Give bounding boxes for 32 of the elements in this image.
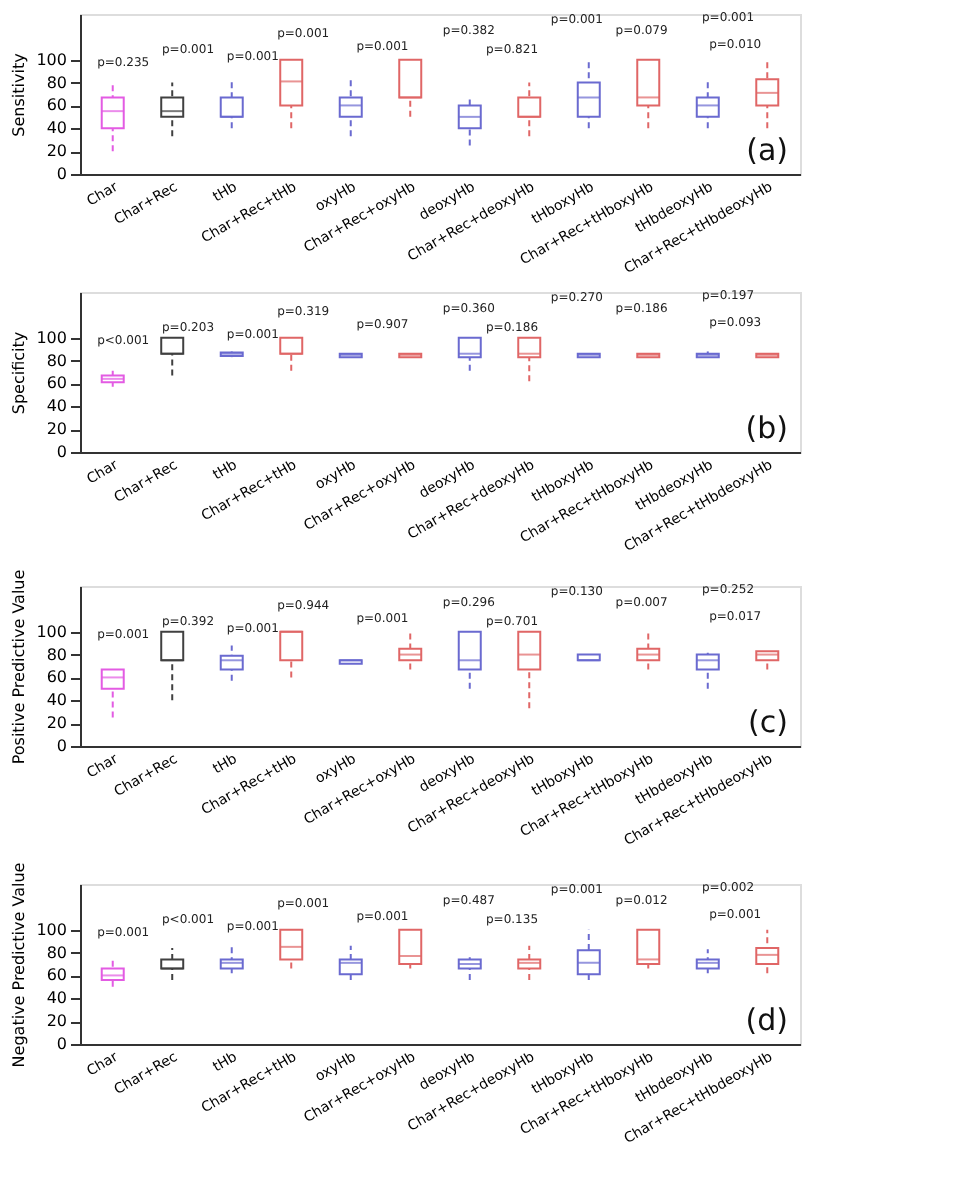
y-tick-label: 100 — [36, 622, 67, 641]
y-tick-label: 60 — [46, 668, 67, 687]
y-tick-label: 20 — [46, 420, 67, 439]
annotation: (a) — [746, 132, 788, 168]
y-tick-label: 0 — [56, 1035, 67, 1053]
y-tick-label: 60 — [46, 966, 67, 985]
y-tick-label: 80 — [46, 943, 67, 962]
y-tick-label: 20 — [46, 1012, 67, 1031]
y-tick-label: 0 — [56, 165, 67, 183]
y-tick-label: 60 — [46, 374, 67, 393]
y-tick-label: 80 — [46, 351, 67, 370]
y-tick-label: 20 — [46, 142, 67, 161]
y-tick-label: 60 — [46, 96, 67, 115]
y-axis-title: Negative Predictive Value — [10, 862, 29, 1068]
y-axis-title: Positive Predictive Value — [10, 569, 29, 765]
y-axis-title: Specificity — [10, 331, 29, 415]
y-axis-title: Sensitivity — [10, 52, 29, 137]
y-tick-label: 40 — [46, 397, 67, 416]
y-tick-label: 80 — [46, 645, 67, 664]
y-tick-label: 20 — [46, 714, 67, 733]
annotation: (c) — [748, 704, 788, 740]
y-tick-label: 100 — [36, 328, 67, 347]
y-tick-label: 40 — [46, 691, 67, 710]
y-tick-label: 100 — [36, 50, 67, 69]
y-tick-label: 40 — [46, 989, 67, 1008]
y-tick-label: 80 — [46, 73, 67, 92]
y-tick-label: 0 — [56, 443, 67, 461]
annotation: (d) — [745, 1002, 788, 1038]
y-tick-label: 100 — [36, 920, 67, 939]
y-tick-label: 40 — [46, 119, 67, 138]
annotation: (b) — [745, 410, 788, 446]
y-tick-label: 0 — [56, 737, 67, 755]
